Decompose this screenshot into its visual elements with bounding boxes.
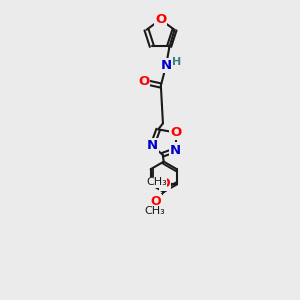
Text: H: H (172, 57, 181, 68)
Text: O: O (160, 177, 170, 190)
Text: N: N (170, 143, 181, 157)
Text: O: O (138, 75, 149, 88)
Text: O: O (155, 13, 166, 26)
Text: O: O (170, 126, 181, 139)
Text: CH₃: CH₃ (146, 177, 167, 187)
Text: O: O (151, 195, 161, 208)
Text: CH₃: CH₃ (144, 206, 165, 217)
Text: N: N (147, 140, 158, 152)
Text: N: N (160, 59, 172, 72)
